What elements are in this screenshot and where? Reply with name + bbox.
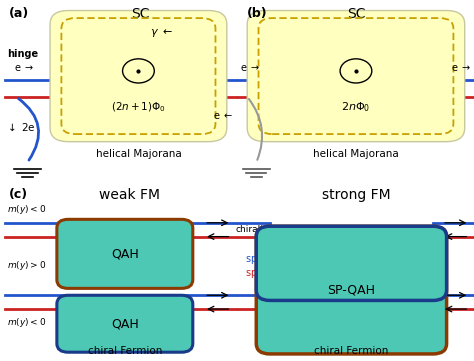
Text: SC: SC (346, 7, 365, 21)
Text: $m(y)<0$: $m(y)<0$ (7, 316, 46, 329)
FancyBboxPatch shape (57, 295, 193, 352)
Text: (a): (a) (9, 7, 29, 20)
Text: $m(y)>0$: $m(y)>0$ (7, 260, 46, 273)
FancyBboxPatch shape (62, 18, 216, 134)
Text: helical Majorana: helical Majorana (96, 149, 182, 158)
Text: spin $\downarrow$: spin $\downarrow$ (245, 252, 278, 266)
Text: helical Majorana: helical Majorana (313, 149, 399, 158)
Text: chiral Fermion: chiral Fermion (314, 346, 389, 356)
Text: chirality: chirality (236, 225, 273, 234)
Text: $(2n+1)\Phi_0$: $(2n+1)\Phi_0$ (111, 100, 166, 114)
Text: e $\rightarrow$: e $\rightarrow$ (14, 63, 35, 73)
FancyBboxPatch shape (57, 219, 193, 288)
Text: $\gamma$ $\leftarrow$: $\gamma$ $\leftarrow$ (150, 27, 173, 39)
Text: e $\leftarrow$: e $\leftarrow$ (213, 110, 234, 121)
Text: $m(y)<0$: $m(y)<0$ (7, 203, 46, 216)
FancyBboxPatch shape (247, 10, 465, 142)
Text: e $\rightarrow$: e $\rightarrow$ (240, 63, 261, 73)
FancyBboxPatch shape (256, 226, 447, 354)
Text: QAH: QAH (111, 317, 139, 330)
Text: $\downarrow$ 2e: $\downarrow$ 2e (5, 122, 35, 134)
Text: (b): (b) (247, 7, 268, 20)
Text: SC: SC (131, 7, 150, 21)
Text: e $\rightarrow$: e $\rightarrow$ (451, 63, 472, 73)
FancyBboxPatch shape (50, 10, 227, 142)
FancyBboxPatch shape (258, 18, 454, 134)
Text: spin $\uparrow$: spin $\uparrow$ (245, 266, 278, 280)
FancyBboxPatch shape (256, 226, 447, 300)
Text: (c): (c) (9, 188, 28, 201)
Text: chiral Fermion: chiral Fermion (88, 346, 162, 356)
Text: strong FM: strong FM (322, 188, 390, 202)
Text: hinge: hinge (7, 49, 38, 59)
Text: QAH: QAH (111, 247, 139, 260)
Text: weak FM: weak FM (99, 188, 160, 202)
Text: $2n\Phi_0$: $2n\Phi_0$ (341, 100, 371, 114)
Text: SP-QAH: SP-QAH (328, 284, 375, 297)
